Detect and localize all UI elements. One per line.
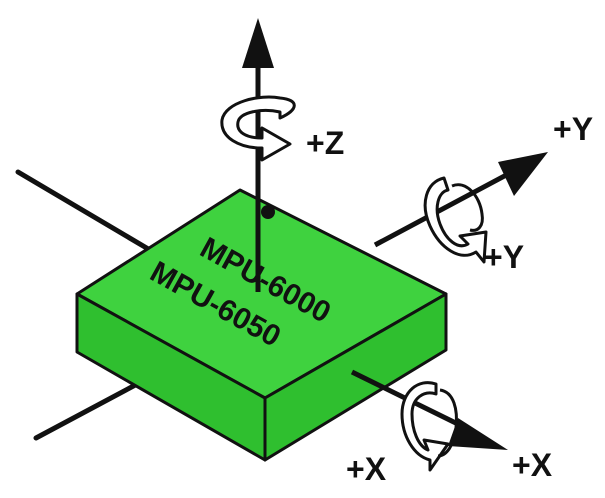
y-axis-label: +Y [553, 111, 593, 147]
x-rotation-label: +X [346, 451, 387, 487]
x-axis-label: +X [512, 447, 553, 483]
y-axis-arrow-icon [498, 152, 548, 196]
z-axis-arrow-icon [242, 18, 274, 68]
z-rotation-arrow-icon [220, 95, 296, 162]
y-axis [373, 152, 548, 248]
y-rotation-label: +Y [484, 239, 524, 275]
x-rotation-arrow-icon [400, 381, 458, 472]
x-axis-arrow-icon [448, 418, 508, 450]
z-axis-label: +Z [306, 125, 344, 161]
y-rotation-arrow-icon [423, 176, 488, 264]
orientation-dot-icon [261, 205, 275, 219]
mpu-chip: MPU-6000 MPU-6050 [75, 188, 448, 462]
y-axis-back-line [15, 169, 153, 253]
chip-right-face [263, 292, 448, 462]
y-axis-line [373, 169, 514, 248]
